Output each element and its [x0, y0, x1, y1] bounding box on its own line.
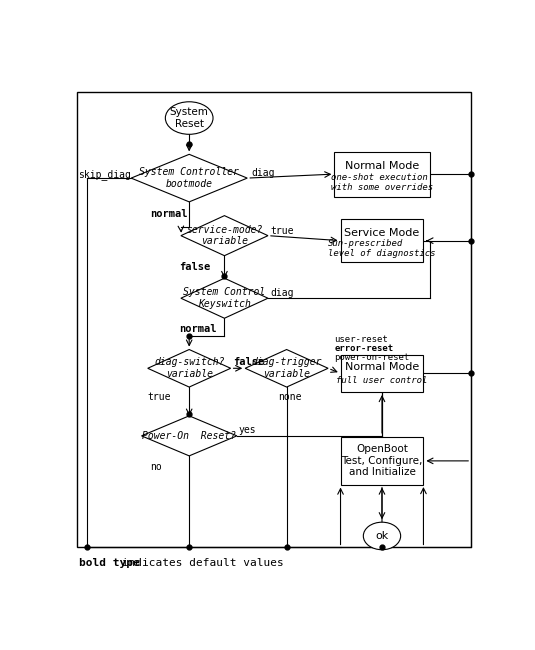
Polygon shape: [181, 216, 268, 255]
Text: Sun-prescribed
level of diagnostics: Sun-prescribed level of diagnostics: [328, 239, 435, 258]
Text: bold type: bold type: [79, 558, 140, 569]
Text: user-reset: user-reset: [334, 335, 388, 344]
Text: indicates default values: indicates default values: [115, 558, 284, 569]
Text: service-mode?
variable: service-mode? variable: [186, 225, 263, 246]
Text: System
Reset: System Reset: [170, 107, 209, 129]
Text: false: false: [233, 358, 264, 367]
Text: Normal Mode: Normal Mode: [345, 161, 419, 171]
Text: diag: diag: [251, 168, 275, 178]
Text: true: true: [148, 392, 171, 402]
Ellipse shape: [165, 102, 213, 135]
Polygon shape: [181, 278, 268, 318]
Text: true: true: [270, 226, 294, 236]
Polygon shape: [148, 350, 231, 387]
Text: error-reset: error-reset: [334, 344, 393, 353]
Text: diag: diag: [270, 288, 294, 298]
Bar: [341, 437, 424, 485]
Polygon shape: [141, 416, 237, 456]
Text: System Control
Keyswitch: System Control Keyswitch: [184, 287, 265, 309]
Text: diag-trigger
variable: diag-trigger variable: [251, 358, 322, 379]
Text: skip_diag: skip_diag: [78, 168, 131, 179]
Text: ok: ok: [376, 531, 388, 541]
Text: false: false: [179, 262, 210, 272]
Text: OpenBoot
Test, Configure,
and Initialize: OpenBoot Test, Configure, and Initialize: [341, 445, 423, 478]
Text: yes: yes: [239, 425, 257, 435]
Text: no: no: [150, 462, 162, 472]
Text: power-on-reset: power-on-reset: [334, 353, 410, 362]
Text: Service Mode: Service Mode: [345, 228, 419, 238]
Text: full user control: full user control: [337, 376, 427, 385]
Bar: [341, 354, 424, 392]
Ellipse shape: [363, 522, 401, 550]
Text: Power-On  Reset?: Power-On Reset?: [142, 431, 236, 441]
Text: normal: normal: [150, 209, 187, 220]
Text: Normal Mode: Normal Mode: [345, 361, 419, 372]
Text: diag-switch?
variable: diag-switch? variable: [154, 358, 225, 379]
Polygon shape: [245, 350, 328, 387]
Polygon shape: [131, 154, 247, 202]
Text: System Controller
bootmode: System Controller bootmode: [139, 167, 239, 189]
Bar: [341, 220, 424, 262]
Text: one-shot execution
with some overrides: one-shot execution with some overrides: [331, 172, 433, 192]
Text: none: none: [278, 392, 302, 402]
Bar: [334, 151, 430, 196]
Text: normal: normal: [179, 324, 216, 334]
